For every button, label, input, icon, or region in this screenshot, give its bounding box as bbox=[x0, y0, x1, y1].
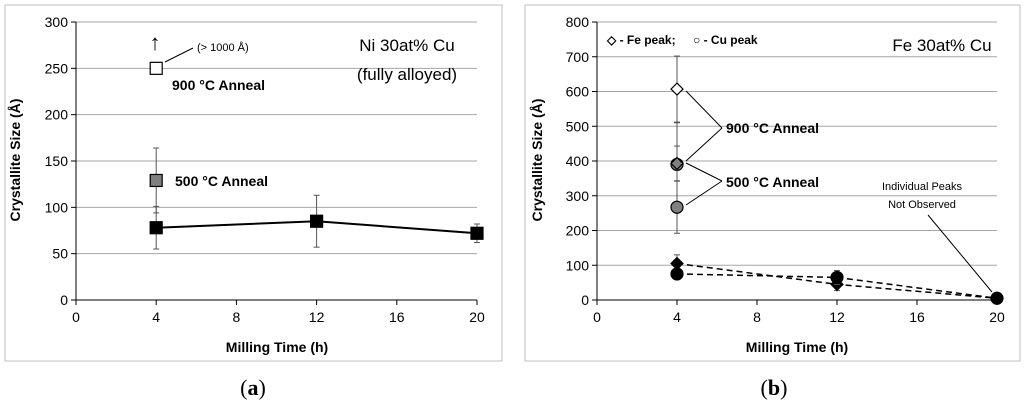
panel-b-xtick-label-4: 16 bbox=[909, 309, 925, 325]
panel-a-anneal-900-label: 900 °C Anneal bbox=[172, 77, 265, 93]
panel-b-ytick-label-5: 500 bbox=[566, 118, 590, 134]
caption-a: (a) bbox=[240, 375, 266, 400]
panel-a-gt1000-leader bbox=[164, 47, 194, 63]
panel-a-ytick-label-3: 150 bbox=[45, 153, 69, 169]
panel-a-ytick-label-2: 100 bbox=[45, 199, 69, 215]
panel-b-bracket-500-lower bbox=[685, 180, 723, 206]
panel-b-ylabel: Crystallite Size (Å) bbox=[529, 99, 545, 222]
panel-a-title-line2: (fully alloyed) bbox=[357, 65, 457, 84]
panel-b-ytick-label-8: 800 bbox=[566, 14, 590, 30]
caption-b: (b) bbox=[761, 375, 788, 400]
panel-a-chart: 0 50 100 150 200 250 300 0 4 8 12 16 20 bbox=[45, 14, 485, 325]
panel-b-legend-cu: ○ - Cu peak bbox=[693, 33, 758, 47]
panel-b-series-4-point-0 bbox=[670, 156, 684, 171]
panel-b-series-1-point-2 bbox=[990, 291, 1004, 305]
panel-b-anneal-900-label: 900 °C Anneal bbox=[726, 120, 819, 136]
panel-b-xtick-label-1: 4 bbox=[673, 309, 681, 325]
panel-b-chart: 0 100 200 300 400 500 600 700 800 0 4 8 12 16 20 bbox=[566, 14, 1005, 325]
panel-a-xtick-label-2: 8 bbox=[233, 309, 241, 325]
panel-b-xtick-label-2: 8 bbox=[753, 309, 761, 325]
panel-b-xtick-label-5: 20 bbox=[989, 309, 1005, 325]
caption-b-letter: b bbox=[768, 375, 780, 400]
panel-b-ytick-label-0: 0 bbox=[581, 292, 589, 308]
panel-a-series-1-point-0 bbox=[149, 173, 163, 188]
panel-a-title-line1: Ni 30at% Cu bbox=[359, 36, 454, 55]
panel-b-frame bbox=[524, 4, 1021, 362]
panel-b-ytick-label-7: 700 bbox=[566, 49, 590, 65]
panel-b-bracket-900-lower bbox=[685, 127, 723, 162]
panel-a-ytick-label-5: 250 bbox=[45, 60, 69, 76]
panel-a-up-arrow-icon: ↑ bbox=[150, 30, 161, 55]
panel-a-series-0-point-0 bbox=[149, 221, 163, 235]
panel-a-gt1000-label: (> 1000 Å) bbox=[197, 41, 249, 54]
panel-a-ytick-label-0: 0 bbox=[60, 292, 68, 308]
panel-a-series-2-point-0 bbox=[149, 61, 163, 75]
panel-b-xlabel: Milling Time (h) bbox=[746, 339, 848, 355]
panel-b-series-1-point-0 bbox=[670, 267, 684, 281]
panel-a-ytick-label-4: 200 bbox=[45, 107, 69, 123]
panel-b-individual-leader bbox=[927, 214, 993, 293]
panel-a-xtick-label-1: 4 bbox=[152, 309, 160, 325]
panel-b-series-1-point-1 bbox=[830, 270, 844, 285]
panel-b-xtick-label-3: 12 bbox=[829, 309, 845, 325]
panel-b-individual-peaks-line2: Not Observed bbox=[888, 199, 956, 211]
panel-b-ytick-label-2: 200 bbox=[566, 223, 590, 239]
panel-b-ytick-label-4: 400 bbox=[566, 153, 590, 169]
panel-a-frame bbox=[4, 4, 503, 362]
panel-b-series-5-point-0 bbox=[670, 200, 684, 214]
panel-a-ytick-label-6: 300 bbox=[45, 14, 69, 30]
panel-a-xtick-label-5: 20 bbox=[469, 309, 485, 325]
panel-a-xtick-label-3: 12 bbox=[309, 309, 325, 325]
panel-a-xtick-label-4: 16 bbox=[389, 309, 405, 325]
panel-b-bracket-900-upper bbox=[685, 90, 723, 129]
panel-a-anneal-500-label: 500 °C Anneal bbox=[175, 173, 268, 189]
panel-b-ytick-label-1: 100 bbox=[566, 257, 590, 273]
caption-a-letter: a bbox=[248, 375, 259, 400]
panel-b-bracket-500-upper bbox=[685, 162, 723, 182]
panel-a-ytick-label-1: 50 bbox=[52, 246, 68, 262]
panel-b-anneal-500-label: 500 °C Anneal bbox=[726, 174, 819, 190]
panel-b-xtick-label-0: 0 bbox=[593, 309, 601, 325]
panel-a-ylabel: Crystallite Size (Å) bbox=[7, 99, 23, 222]
panel-b-ytick-label-6: 600 bbox=[566, 84, 590, 100]
panel-a-series-0-point-2 bbox=[470, 226, 484, 240]
panel-b-ytick-label-3: 300 bbox=[566, 188, 590, 204]
panel-b-legend-fe: ◇ - Fe peak; bbox=[606, 33, 676, 47]
panel-a-xlabel: Milling Time (h) bbox=[226, 339, 328, 355]
panel-a-xtick-label-0: 0 bbox=[72, 309, 80, 325]
panel-a-series-0-point-1 bbox=[310, 214, 324, 228]
panel-b-series-2-point-0 bbox=[670, 82, 684, 96]
panel-b-title: Fe 30at% Cu bbox=[892, 36, 991, 55]
panel-b-individual-peaks-line1: Individual Peaks bbox=[882, 181, 963, 193]
